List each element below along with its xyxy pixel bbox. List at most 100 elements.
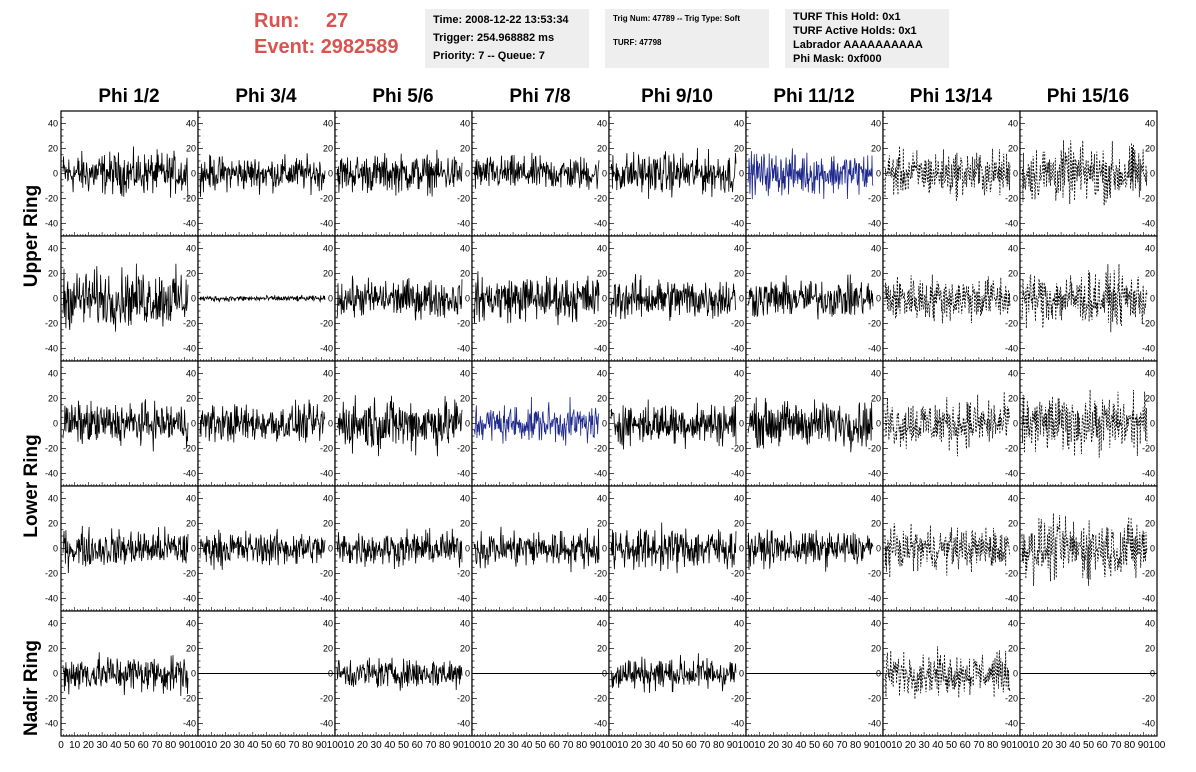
event-value: 2982589 [320, 36, 399, 58]
y-tick-label: 40 [597, 619, 607, 629]
y-tick-label: 0 [465, 544, 470, 554]
y-tick-label: 0 [1013, 669, 1018, 679]
y-tick-label: 40 [734, 369, 744, 379]
x-tick-label: 20 [1042, 740, 1054, 751]
x-tick-label: 60 [412, 740, 424, 751]
panel-1-6: -40 -20 0 20 40 [882, 235, 1021, 362]
time-text: Time: 2008-12-22 13:53:34 [433, 14, 569, 26]
y-tick-label: -40 [731, 594, 744, 604]
x-tick-label: 20 [83, 740, 95, 751]
y-tick-label: -20 [457, 319, 470, 329]
panel-frame [197, 360, 336, 487]
y-tick-label: 0 [739, 544, 744, 554]
x-tick-label: 20 [631, 740, 643, 751]
x-tick-label: 30 [508, 740, 520, 751]
x-tick-label: 90 [864, 740, 876, 751]
waveform-trace [1021, 389, 1148, 458]
y-tick-label: -40 [594, 594, 607, 604]
turf-active-holds-text: TURF Active Holds: 0x1 [793, 25, 917, 37]
waveform-trace [884, 391, 1011, 457]
waveform-trace [199, 399, 326, 443]
y-tick-label: 20 [323, 269, 333, 279]
x-tick-label: 20 [220, 740, 232, 751]
event-label: Event: [254, 36, 316, 58]
waveform-trace [62, 525, 189, 574]
y-tick-label: 20 [871, 644, 881, 654]
y-tick-label: 20 [460, 394, 470, 404]
x-tick-label: 50 [124, 740, 136, 751]
y-tick-label: 20 [323, 394, 333, 404]
y-tick-label: 40 [1008, 369, 1018, 379]
panel-frame [1019, 110, 1158, 237]
y-tick-label: 0 [328, 544, 333, 554]
y-tick-label: -20 [45, 444, 58, 454]
x-tick-label: 20 [905, 740, 917, 751]
y-tick-label: 40 [1145, 369, 1155, 379]
y-tick-label: 40 [597, 244, 607, 254]
waveform-trace [199, 153, 326, 198]
y-tick-label: 0 [739, 669, 744, 679]
waveform-trace [1021, 263, 1148, 333]
y-tick-label: 40 [186, 244, 196, 254]
x-tick-label: 30 [782, 740, 794, 751]
x-tick-label: 70 [699, 740, 711, 751]
y-tick-label: 0 [53, 419, 58, 429]
y-tick-label: -40 [731, 469, 744, 479]
x-tick-label: 30 [919, 740, 931, 751]
waveform-trace [336, 395, 463, 457]
trig-num-text: Trig Num: 47789 -- Trig Type: Soft [613, 14, 740, 23]
y-tick-label: -20 [183, 194, 196, 204]
y-tick-label: 20 [597, 519, 607, 529]
y-tick-label: 40 [734, 619, 744, 629]
y-tick-label: 40 [186, 119, 196, 129]
x-tick-label: 40 [932, 740, 944, 751]
y-tick-label: -20 [868, 694, 881, 704]
x-tick-label: 50 [261, 740, 273, 751]
y-tick-label: 20 [1145, 644, 1155, 654]
panel-0-7: -40 -20 0 20 40 [1019, 110, 1158, 237]
y-tick-label: -20 [1142, 194, 1155, 204]
y-tick-label: -20 [594, 569, 607, 579]
x-tick-label: 80 [987, 740, 999, 751]
y-tick-label: -40 [45, 344, 58, 354]
y-tick-label: 40 [323, 119, 333, 129]
x-tick-label: 0 [58, 740, 64, 751]
x-tick-label: 100 [464, 740, 481, 751]
y-tick-label: 40 [871, 119, 881, 129]
waveform-trace [62, 146, 189, 199]
y-tick-label: 20 [871, 144, 881, 154]
y-tick-label: 0 [465, 669, 470, 679]
y-tick-label: -40 [183, 469, 196, 479]
waveform-trace [610, 273, 737, 321]
y-tick-label: 20 [186, 519, 196, 529]
y-tick-label: 40 [1145, 619, 1155, 629]
y-tick-label: -40 [320, 219, 333, 229]
y-tick-label: 40 [1008, 119, 1018, 129]
x-tick-label: 100 [875, 740, 892, 751]
y-tick-label: 20 [323, 644, 333, 654]
y-tick-label: -40 [183, 344, 196, 354]
x-tick-label: 90 [1001, 740, 1013, 751]
waveform-trace [473, 152, 600, 190]
panel-2-5: -40 -20 0 20 40 [745, 360, 884, 487]
waveform-trace [199, 294, 326, 303]
panel-2-4: -40 -20 0 20 40 [608, 360, 747, 487]
y-tick-label: 20 [48, 644, 58, 654]
y-tick-label: 0 [602, 419, 607, 429]
y-tick-label: -20 [457, 194, 470, 204]
time-info-panel: Time: 2008-12-22 13:53:34 Trigger: 254.9… [425, 9, 589, 68]
y-tick-label: -40 [320, 469, 333, 479]
x-tick-label: 20 [357, 740, 369, 751]
y-tick-label: -40 [320, 594, 333, 604]
trigger-text: Trigger: 254.968882 ms [433, 32, 555, 44]
x-tick-label: 60 [1097, 740, 1109, 751]
trig-info-panel: Trig Num: 47789 -- Trig Type: Soft TURF:… [605, 9, 769, 68]
y-tick-label: 0 [53, 669, 58, 679]
y-tick-label: 20 [460, 144, 470, 154]
y-tick-label: 40 [597, 369, 607, 379]
panel-4-0: -40 -20 0 20 40 -40 -20 0 20 40 [45, 610, 199, 737]
waveform-trace [336, 528, 463, 570]
x-tick-label: 100 [327, 740, 344, 751]
panel-4-6: -40 -20 0 20 40 [882, 610, 1021, 737]
y-tick-label: -40 [1142, 469, 1155, 479]
